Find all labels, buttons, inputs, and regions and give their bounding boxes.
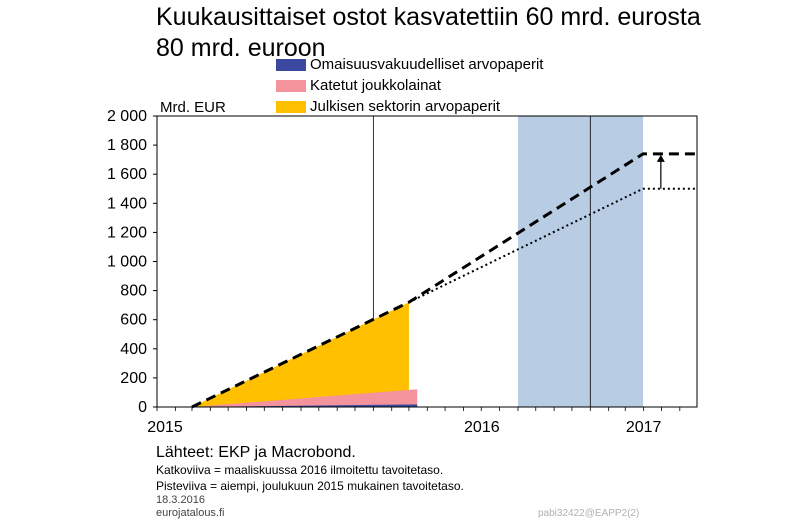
target-line-dashed bbox=[191, 152, 697, 409]
dashed-line-note: Katkoviiva = maaliskuussa 2016 ilmoitett… bbox=[156, 463, 444, 477]
dotted-line-note: Pisteviiva = aiempi, joulukuun 2015 muka… bbox=[156, 479, 464, 493]
x-tick-label: 2017 bbox=[626, 419, 662, 436]
increase-arrow-head bbox=[656, 154, 665, 162]
legend-item-public-sector: Julkisen sektorin arvopaperit bbox=[276, 96, 543, 117]
chart-title: Kuukausittaiset ostot kasvatettiin 60 mr… bbox=[156, 2, 701, 64]
area-series bbox=[191, 404, 418, 407]
legend-item-covered-bonds: Katetut joukkolainat bbox=[276, 75, 543, 96]
x-tick-label: 2015 bbox=[147, 419, 183, 436]
x-tick-label: 2016 bbox=[464, 419, 500, 436]
chart-title-line-2: 80 mrd. euroon bbox=[156, 34, 326, 62]
legend-label-public-sector: Julkisen sektorin arvopaperit bbox=[310, 98, 501, 115]
sources-text: Lähteet: EKP ja Macrobond. bbox=[156, 444, 356, 461]
target-line-dotted bbox=[408, 187, 697, 304]
y-tick-label: 1 600 bbox=[107, 166, 147, 183]
y-tick-label: 1 800 bbox=[107, 137, 147, 154]
y-tick-label: 600 bbox=[120, 312, 147, 329]
legend-label-covered-bonds: Katetut joukkolainat bbox=[310, 77, 441, 94]
y-tick-label: 200 bbox=[120, 370, 147, 387]
y-tick-label: 400 bbox=[120, 341, 147, 358]
legend-swatch-covered-bonds bbox=[276, 79, 306, 92]
site-name: eurojatalous.fi bbox=[156, 507, 225, 519]
legend-swatch-public-sector bbox=[276, 100, 306, 113]
y-tick-label: 1 000 bbox=[107, 254, 147, 271]
y-tick-label: 2 000 bbox=[107, 108, 147, 125]
legend: Omaisuusvakuudelliset arvopaperit Katetu… bbox=[276, 54, 543, 117]
y-axis-unit-label: Mrd. EUR bbox=[160, 99, 226, 116]
chart-title-line-1: Kuukausittaiset ostot kasvatettiin 60 mr… bbox=[156, 3, 701, 31]
legend-item-abs: Omaisuusvakuudelliset arvopaperit bbox=[276, 54, 543, 75]
y-tick-label: 0 bbox=[138, 399, 147, 416]
y-tick-label: 1 200 bbox=[107, 224, 147, 241]
legend-swatch-abs bbox=[276, 58, 306, 71]
area-series bbox=[191, 389, 418, 407]
chart-code: pabi32422@EAPP2(2) bbox=[538, 508, 640, 519]
legend-label-abs: Omaisuusvakuudelliset arvopaperit bbox=[310, 56, 544, 73]
y-tick-label: 800 bbox=[120, 283, 147, 300]
y-tick-label: 1 400 bbox=[107, 195, 147, 212]
publish-date: 18.3.2016 bbox=[156, 494, 205, 506]
shaded-period bbox=[517, 116, 644, 407]
